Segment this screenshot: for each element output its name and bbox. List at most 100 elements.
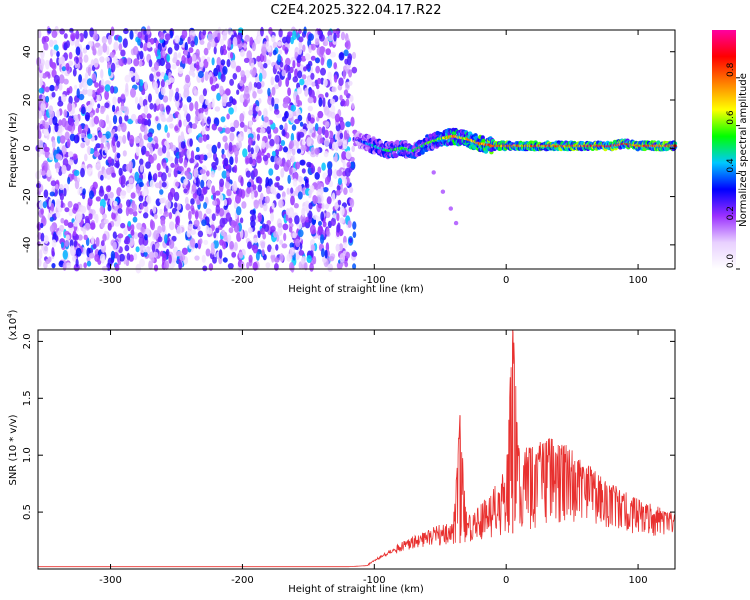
heatmap-cell — [211, 165, 218, 171]
heatmap-cell — [203, 47, 209, 56]
heatmap-cell — [220, 59, 226, 66]
heatmap-cell — [203, 202, 208, 209]
heatmap-cell — [56, 51, 60, 58]
heatmap-cell — [270, 155, 276, 163]
heatmap-cell — [195, 61, 200, 71]
heatmap-cell — [298, 250, 305, 256]
heatmap-cell — [59, 135, 66, 144]
heatmap-cell — [156, 98, 161, 105]
heatmap-cell — [98, 188, 105, 197]
heatmap-cell — [65, 234, 70, 241]
heatmap-cell — [214, 106, 221, 112]
heatmap-cell — [67, 102, 73, 112]
heatmap-cell — [332, 141, 337, 150]
heatmap-cell — [252, 91, 257, 99]
weak-branch — [431, 170, 459, 226]
heatmap-cell — [188, 210, 192, 221]
heatmap-cell — [146, 113, 152, 119]
snr-multiplier-base: (x10 — [8, 318, 19, 341]
heatmap-cell — [59, 184, 64, 191]
heatmap-cell — [174, 202, 178, 209]
heatmap-cell — [161, 172, 167, 182]
heatmap-cell — [170, 162, 175, 168]
heatmap-cell — [294, 118, 300, 125]
heatmap-cell — [159, 111, 165, 117]
heatmap-cell — [183, 178, 189, 186]
heatmap-cell — [118, 43, 123, 52]
heatmap-cell — [95, 107, 100, 114]
heatmap-cell — [352, 221, 357, 230]
heatmap-cell — [187, 36, 191, 45]
heatmap-cell — [323, 150, 329, 158]
heatmap-cell — [167, 191, 174, 202]
heatmap-cell — [215, 83, 219, 89]
heatmap-cell — [310, 147, 315, 155]
heatmap-cell — [128, 70, 134, 78]
heatmap-cell — [86, 260, 92, 267]
heatmap-cell — [325, 37, 329, 45]
heatmap-cell — [253, 190, 258, 198]
heatmap-cell — [41, 73, 48, 79]
heatmap-cell — [159, 31, 165, 40]
heatmap-cell — [290, 187, 294, 194]
heatmap-cell — [271, 202, 275, 210]
heatmap-cell — [316, 216, 321, 222]
heatmap-cell — [152, 251, 159, 258]
heatmap-cell — [184, 41, 188, 52]
heatmap-cell — [312, 195, 319, 205]
y-tick-label: -20 — [22, 188, 33, 204]
heatmap-cell — [125, 206, 130, 217]
heatmap-cell — [45, 43, 49, 51]
heatmap-cell — [99, 56, 105, 63]
heatmap-cell — [335, 243, 340, 252]
svg-text:(x104): (x104) — [6, 309, 19, 340]
heatmap-cell — [239, 49, 245, 57]
heatmap-cell — [347, 220, 352, 229]
heatmap-cell — [227, 263, 234, 269]
heatmap-cell — [309, 224, 316, 235]
snr-x-ticks: -300 -200 -100 0 100 — [99, 330, 648, 586]
heatmap-cell — [231, 251, 237, 258]
heatmap-cell — [59, 28, 65, 35]
heatmap-cell — [55, 153, 61, 160]
heatmap-cell — [287, 174, 292, 184]
heatmap-cell — [214, 190, 221, 196]
heatmap-cell — [183, 159, 188, 168]
heatmap-cell — [279, 239, 283, 245]
heatmap-cell — [229, 126, 236, 132]
heatmap-cell — [80, 167, 85, 178]
heatmap-cell — [116, 254, 121, 263]
heatmap-cell — [200, 154, 205, 161]
heatmap-cell — [226, 188, 232, 197]
heatmap-cell — [285, 57, 291, 66]
heatmap-cell — [75, 213, 82, 224]
chart-title: C2E4.2025.322.04.17.R22 — [270, 3, 441, 18]
heatmap-cell — [107, 185, 111, 191]
heatmap-cell — [247, 144, 251, 153]
spectrogram-x-label: Height of straight line (km) — [288, 284, 424, 295]
heatmap-cell — [65, 163, 71, 171]
heatmap-cell — [228, 107, 234, 115]
heatmap-cell — [166, 54, 171, 63]
heatmap-cell — [72, 153, 78, 160]
heatmap-cell — [183, 84, 190, 92]
heatmap-cell — [331, 86, 337, 93]
heatmap-cell — [145, 161, 151, 169]
heatmap-cell — [68, 208, 74, 217]
heatmap-cell — [83, 81, 88, 91]
heatmap-cell — [175, 215, 181, 226]
heatmap-cell — [316, 84, 320, 90]
heatmap-cell — [239, 217, 244, 224]
heatmap-cell — [334, 113, 340, 123]
snr-frame — [37, 329, 676, 570]
heatmap-cell — [277, 222, 283, 228]
heatmap-cell — [110, 26, 115, 37]
heatmap-cell — [138, 195, 144, 202]
heatmap-cell — [117, 96, 121, 104]
heatmap-cell — [305, 206, 310, 214]
heatmap-cell — [290, 104, 296, 112]
heatmap-cell — [150, 220, 155, 231]
heatmap-cell — [345, 150, 352, 160]
heatmap-cell — [52, 116, 58, 126]
heatmap-cell — [149, 73, 154, 82]
